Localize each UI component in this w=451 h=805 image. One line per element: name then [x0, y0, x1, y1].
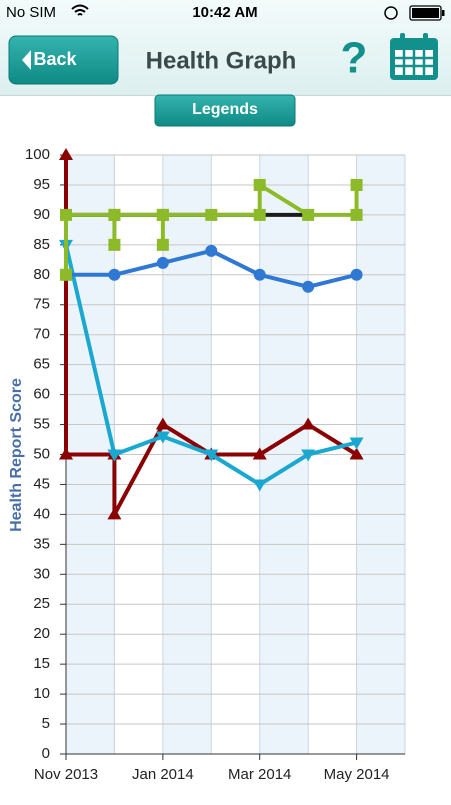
data-point [59, 447, 73, 460]
help-button[interactable]: ? [341, 34, 368, 83]
data-point [252, 479, 267, 492]
data-point [60, 268, 72, 281]
y-tick-label: 80 [33, 266, 50, 283]
data-point [155, 417, 170, 430]
legends-button-bg[interactable] [154, 94, 296, 127]
data-point [253, 268, 266, 281]
y-tick-label: 90 [33, 206, 50, 223]
battery [409, 5, 442, 21]
y-tick-label: 85 [33, 236, 50, 253]
calendar-button[interactable] [390, 33, 438, 80]
y-tick-label: 50 [33, 445, 50, 462]
data-point [253, 208, 266, 221]
y-tick-label: 30 [33, 565, 50, 582]
battery-tip [442, 10, 445, 16]
data-point [205, 208, 218, 221]
battery-level [412, 8, 439, 18]
back-button[interactable]: Back [8, 35, 119, 85]
data-point [301, 417, 316, 430]
x-tick-label: Nov 2013 [34, 766, 98, 783]
data-point [252, 447, 267, 460]
y-tick-label: 45 [33, 475, 50, 492]
data-point [349, 437, 364, 450]
back-button-bg[interactable] [8, 35, 119, 85]
y-axis-title: Health Report Score [8, 378, 25, 532]
chart: 0 5 10 15 20 25 30 35 40 45 50 55 60 65 70 75 80 85 90 95 10… [25, 146, 406, 783]
clock: 10:42 AM [192, 4, 257, 21]
y-tick-label: 70 [33, 326, 50, 343]
lock-icon [384, 6, 398, 20]
data-point [350, 178, 363, 191]
legends-button[interactable]: Legends [154, 94, 296, 127]
data-point [156, 256, 169, 269]
carrier: No SIM [6, 4, 56, 21]
y-tick-label: 10 [33, 685, 50, 702]
data-point [107, 449, 122, 462]
calendar-grid [395, 50, 433, 75]
y-tick-label: 75 [33, 296, 50, 313]
legends-label[interactable]: Legends [192, 101, 258, 118]
data-point [350, 208, 363, 221]
y-tick-label: 20 [33, 625, 50, 642]
x-tick-label: May 2014 [324, 766, 390, 783]
y-tick-label: 35 [33, 535, 50, 552]
y-tick-label: 95 [33, 176, 50, 193]
back-arrow [22, 50, 31, 70]
x-tick-label: Jan 2014 [132, 766, 194, 783]
data-point [204, 449, 219, 462]
data-point [108, 268, 121, 281]
data-point [349, 447, 364, 460]
data-point [60, 208, 72, 221]
data-point [59, 148, 73, 160]
wifi-icon [71, 4, 89, 16]
data-point [350, 268, 363, 281]
screen-title: Health Graph [146, 47, 297, 74]
data-point [253, 178, 266, 191]
data-point [302, 208, 315, 221]
data-point [108, 238, 121, 251]
y-tick-label: 0 [42, 745, 50, 762]
y-tick-label: 55 [33, 416, 50, 433]
y-tick-label: 65 [33, 356, 50, 373]
data-point [205, 244, 218, 257]
y-tick-label: 100 [25, 146, 50, 163]
data-point [155, 431, 170, 444]
y-tick-label: 40 [33, 505, 50, 522]
data-point [302, 280, 315, 293]
y-tick-label: 25 [33, 595, 50, 612]
y-tick-label: 5 [42, 715, 50, 732]
calendar-ring [423, 33, 428, 43]
back-label[interactable]: Back [33, 49, 77, 69]
data-point [108, 208, 121, 221]
x-tick-label: Mar 2014 [228, 766, 291, 783]
data-point [301, 449, 316, 462]
y-tick-label: 15 [33, 655, 50, 672]
data-point [156, 208, 169, 221]
calendar-ring [400, 33, 405, 43]
data-point [156, 238, 169, 251]
data-point [107, 507, 122, 520]
y-tick-label: 60 [33, 386, 50, 403]
